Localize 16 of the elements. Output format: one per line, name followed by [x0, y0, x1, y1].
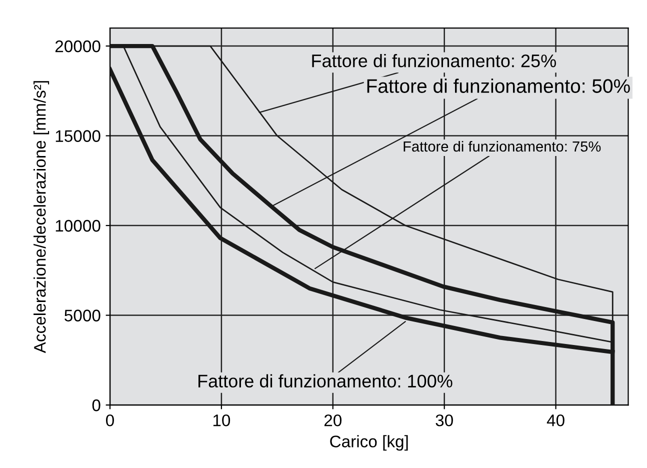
annotation: Fattore di funzionamento: 100%	[198, 374, 452, 388]
x-tick-label: 20	[324, 414, 342, 426]
x-tick-label: 30	[436, 414, 453, 426]
y-tick-label: 15000	[56, 130, 100, 142]
x-tick-label: 40	[546, 414, 564, 426]
y-tick-label: 10000	[56, 220, 100, 232]
x-axis-title: Carico [kg]	[330, 435, 408, 451]
annotation: Fattore di funzionamento: 50%	[367, 78, 630, 93]
y-tick-label: 0	[92, 399, 100, 412]
y-tick-label: 20000	[55, 40, 100, 52]
y-tick-label: 5000	[64, 310, 100, 322]
annotation: Fattore di funzionamento: 75%	[404, 140, 601, 152]
x-tick-label: 0	[106, 414, 114, 426]
x-tick-label: 10	[213, 414, 230, 426]
annotation: Fattore di funzionamento: 25%	[312, 54, 556, 68]
y-axis-title: Accelerazione/decelerazione [mm/s²]	[34, 81, 50, 354]
